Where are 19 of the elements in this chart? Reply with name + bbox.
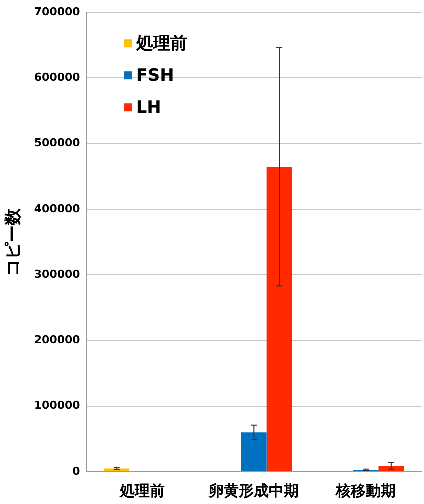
- y-tick-label: 100000: [34, 399, 81, 412]
- y-tick-label: 0: [72, 464, 81, 478]
- legend-label: 処理前: [135, 34, 188, 54]
- y-tick-label: 600000: [34, 71, 81, 84]
- bar: [266, 167, 292, 472]
- y-axis-title: コピー数: [4, 207, 24, 276]
- bar: [104, 468, 130, 472]
- y-tick-label: 300000: [34, 268, 81, 281]
- y-tick-label: 200000: [34, 334, 81, 347]
- bar: [378, 466, 404, 472]
- y-tick-label: 400000: [34, 202, 81, 216]
- y-tick-label: 700000: [34, 5, 81, 18]
- legend-label: FSH: [136, 66, 174, 86]
- x-tick-label: 卵黄形成中期: [208, 482, 300, 500]
- y-tick-label: 500000: [34, 136, 81, 150]
- x-tick-label: 処理前: [118, 482, 165, 500]
- legend-label: LH: [136, 98, 162, 118]
- x-tick-label: 核移動期: [335, 482, 396, 500]
- bar: [241, 432, 267, 472]
